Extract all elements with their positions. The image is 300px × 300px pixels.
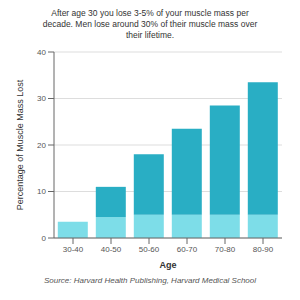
svg-text:30-40: 30-40 (63, 245, 84, 254)
svg-text:20: 20 (37, 141, 46, 150)
html-text:decade. Men lose around 30% of: decade. Men lose around 30% of their mus… (42, 19, 258, 29)
html-text:Source: Harvard Health Publish: Source: Harvard Health Publishing, Harva… (43, 276, 256, 285)
svg-text:40: 40 (37, 48, 46, 57)
svg-text:40-50: 40-50 (101, 245, 122, 254)
svg-text:Percentage of Muscle Mass Lost: Percentage of Muscle Mass Lost (15, 79, 25, 210)
svg-text:60-70: 60-70 (177, 245, 198, 254)
svg-text:80-90: 80-90 (253, 245, 274, 254)
svg-text:70-80: 70-80 (215, 245, 236, 254)
svg-text:50-60: 50-60 (139, 245, 160, 254)
svg-text:10: 10 (37, 187, 46, 196)
html-text:After age 30 you lose 3-5% of: After age 30 you lose 3-5% of your muscl… (51, 8, 249, 18)
svg-text:30: 30 (37, 94, 46, 103)
svg-text:0: 0 (42, 234, 47, 243)
html-text:their lifetime.: their lifetime. (125, 30, 175, 40)
svg-text:Age: Age (159, 260, 176, 270)
